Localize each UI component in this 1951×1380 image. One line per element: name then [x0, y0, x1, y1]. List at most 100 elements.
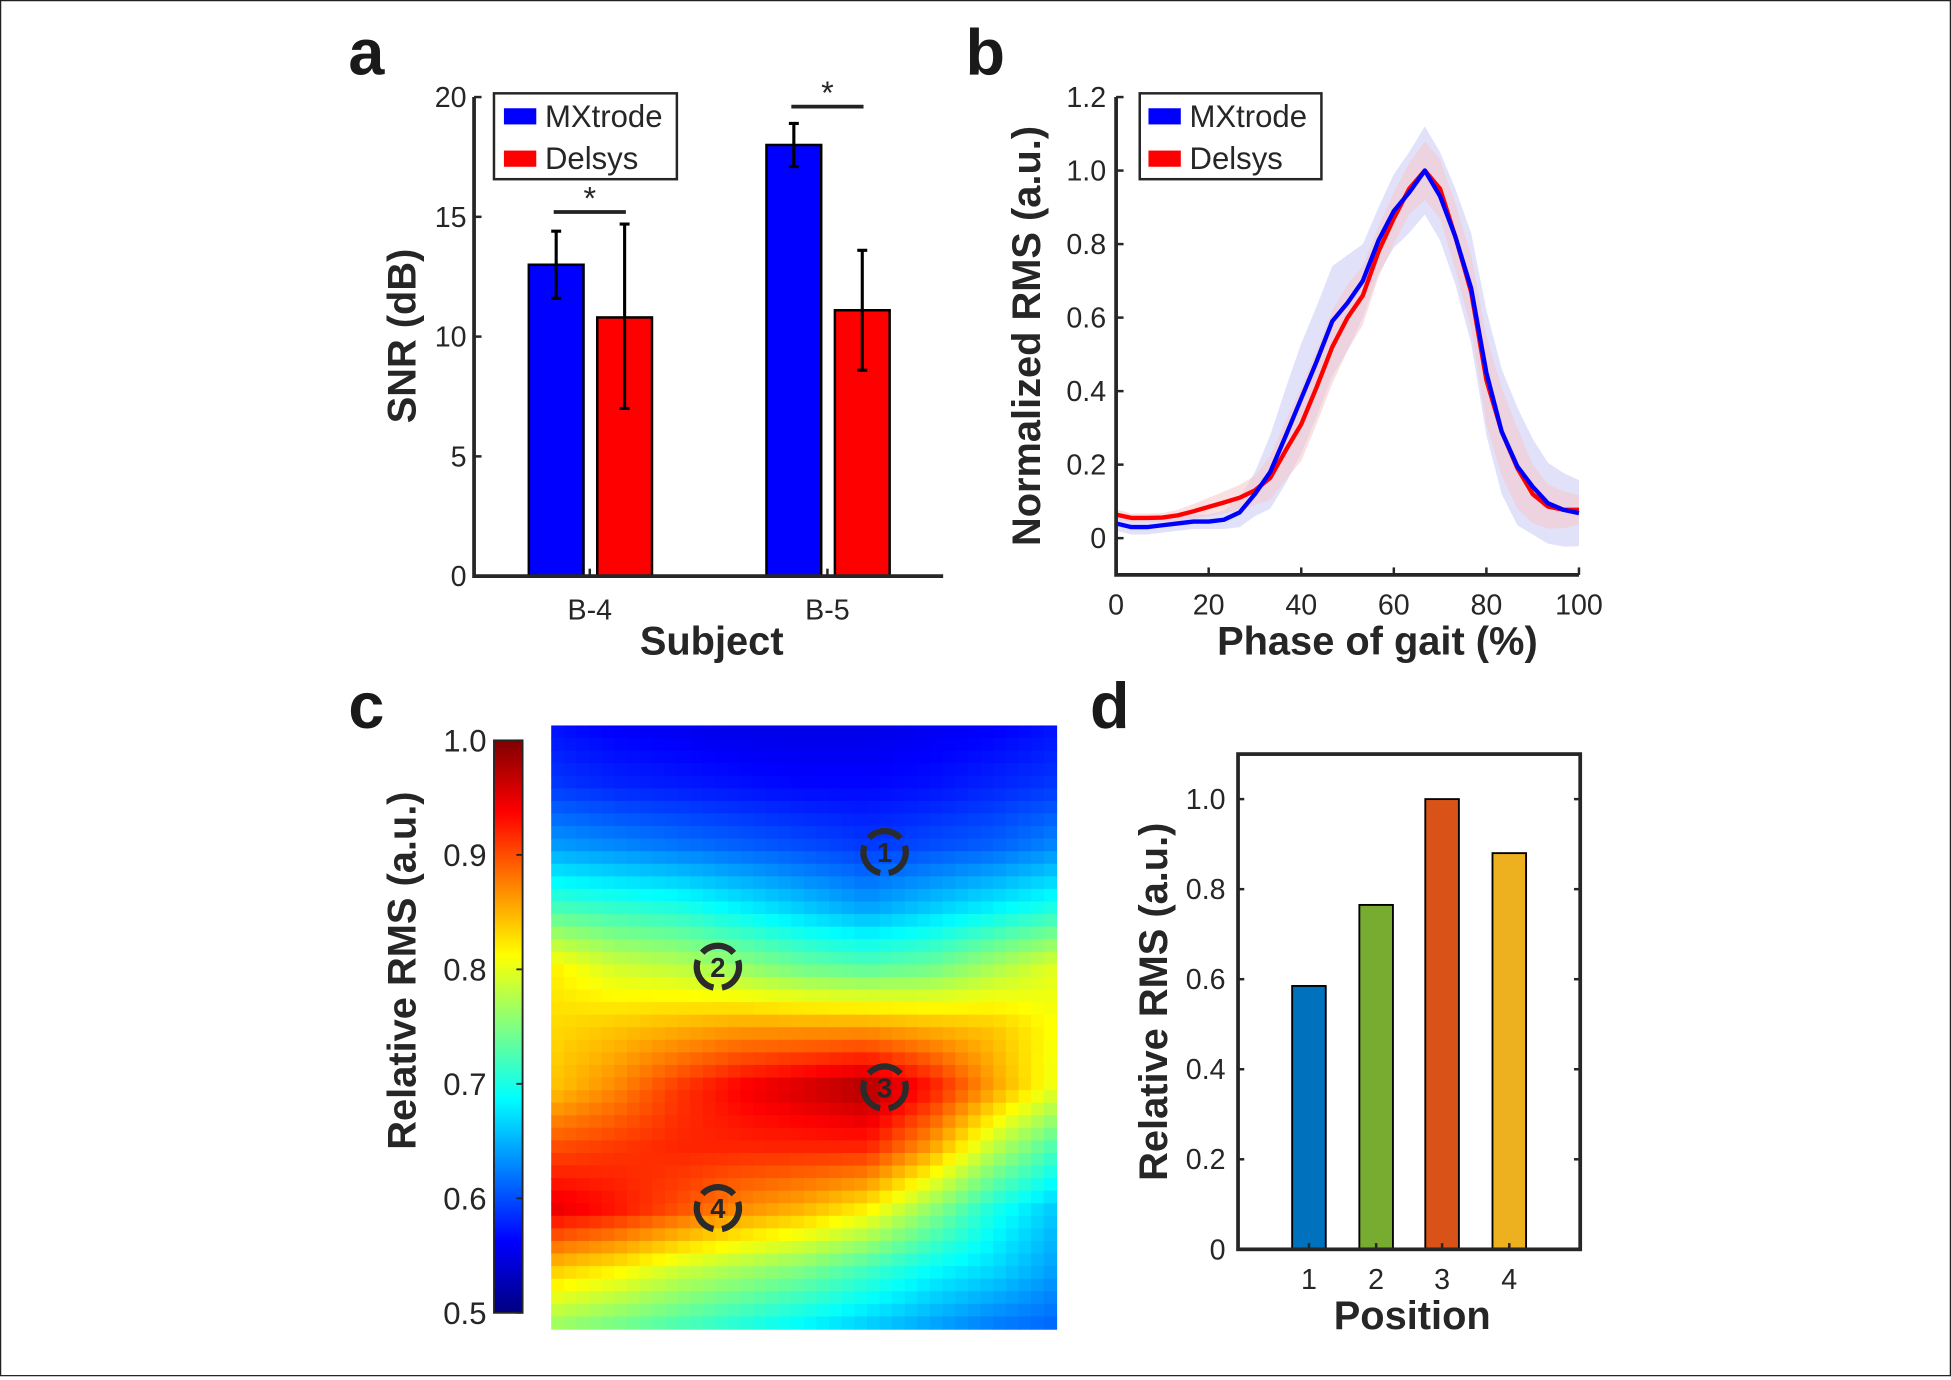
- heatmap-cell: [803, 750, 818, 764]
- x-tick-label: 4: [1501, 1264, 1517, 1296]
- heatmap-cell: [753, 901, 767, 915]
- heatmap-cell: [993, 876, 1007, 890]
- heatmap-cell: [1031, 1115, 1045, 1129]
- heatmap-cell: [942, 1203, 957, 1217]
- heatmap-cell: [778, 826, 792, 840]
- heatmap-cell: [753, 738, 767, 752]
- heatmap-cell: [639, 1190, 653, 1204]
- heatmap-cell: [563, 1090, 578, 1104]
- heatmap-cell: [866, 1228, 881, 1242]
- heatmap-cell: [702, 725, 717, 739]
- heatmap-cell: [626, 914, 641, 928]
- heatmap-cell: [753, 1178, 767, 1192]
- heatmap-cell: [614, 1266, 628, 1280]
- heatmap-cell: [1043, 1077, 1058, 1091]
- heatmap-cell: [601, 863, 616, 878]
- heatmap-cell: [740, 1316, 755, 1330]
- heatmap-cell: [841, 1077, 856, 1091]
- heatmap-cell: [967, 1102, 982, 1116]
- heatmap-cell: [576, 914, 590, 928]
- heatmap-cell: [563, 1291, 578, 1305]
- heatmap-cell: [589, 1002, 603, 1016]
- heatmap-cell: [879, 1077, 893, 1091]
- heatmap-cell: [892, 1027, 906, 1041]
- heatmap-cell: [690, 1190, 704, 1204]
- heatmap-cell: [690, 1266, 704, 1280]
- heatmap-cell: [1043, 1152, 1058, 1167]
- heatmap-cell: [816, 1165, 830, 1179]
- heatmap-cell: [892, 750, 906, 764]
- heatmap-cell: [917, 1002, 931, 1016]
- heatmap-cell: [740, 1215, 755, 1230]
- heatmap-cell: [652, 964, 666, 978]
- heatmap-cell: [601, 1115, 616, 1129]
- heatmap-cell: [563, 1002, 578, 1016]
- heatmap-cell: [1031, 1165, 1045, 1179]
- heatmap-cell: [589, 1303, 603, 1318]
- heatmap-cell: [702, 1152, 717, 1167]
- significance-star: *: [821, 75, 834, 111]
- heatmap-cell: [753, 1077, 767, 1091]
- heatmap-cell: [664, 926, 679, 940]
- heatmap-cell: [664, 851, 679, 865]
- heatmap-cell: [1043, 1316, 1058, 1330]
- heatmap-cell: [652, 725, 666, 739]
- heatmap-cell: [690, 989, 704, 1003]
- heatmap-cell: [1005, 989, 1020, 1003]
- heatmap-cell: [601, 1077, 616, 1091]
- heatmap-cell: [1043, 914, 1058, 928]
- heatmap-cell: [955, 750, 969, 764]
- heatmap-cell: [753, 1266, 767, 1280]
- heatmap-cell: [791, 725, 805, 739]
- heatmap-cell: [576, 838, 590, 852]
- heatmap-cell: [980, 1215, 994, 1230]
- heatmap-cell: [753, 1165, 767, 1179]
- heatmap-cell: [778, 838, 792, 852]
- heatmap-cell: [829, 838, 843, 852]
- heatmap-cell: [967, 939, 982, 953]
- heatmap-cell: [614, 1190, 628, 1204]
- heatmap-cell: [841, 1203, 856, 1217]
- heatmap-cell: [967, 1014, 982, 1028]
- heatmap-cell: [551, 800, 565, 815]
- heatmap-cell: [917, 964, 931, 978]
- heatmap-cell: [1031, 1215, 1045, 1230]
- heatmap-cell: [879, 1002, 893, 1016]
- heatmap-cell: [677, 1127, 691, 1142]
- heatmap-cell: [601, 989, 616, 1003]
- heatmap-cell: [829, 951, 843, 966]
- heatmap-cell: [563, 1027, 578, 1041]
- heatmap-cell: [854, 1165, 868, 1179]
- heatmap-cell: [551, 1102, 565, 1116]
- heatmap-cell: [892, 1240, 906, 1255]
- heatmap-cell: [740, 1203, 755, 1217]
- heatmap-cell: [892, 1014, 906, 1028]
- y-tick-label: 0.8: [1186, 874, 1226, 906]
- heatmap-cell: [993, 738, 1007, 752]
- heatmap-cell: [892, 1266, 906, 1280]
- heatmap-cell: [1005, 788, 1020, 802]
- heatmap-cell: [904, 725, 919, 739]
- heatmap-cell: [879, 1052, 893, 1066]
- heatmap-cell: [551, 1077, 565, 1091]
- heatmap-cell: [740, 1240, 755, 1255]
- marker-label: 3: [877, 1073, 892, 1104]
- heatmap-cell: [955, 1203, 969, 1217]
- heatmap-cell: [879, 750, 893, 764]
- heatmap-cell: [601, 1064, 616, 1079]
- heatmap-cell: [563, 738, 578, 752]
- heatmap-cell: [892, 1052, 906, 1066]
- heatmap-cell: [816, 1152, 830, 1167]
- heatmap-cell: [917, 863, 931, 878]
- heatmap-cell: [841, 1253, 856, 1267]
- heatmap-cell: [955, 939, 969, 953]
- heatmap-cell: [866, 976, 881, 991]
- heatmap-cell: [841, 1014, 856, 1028]
- heatmap-cell: [677, 1240, 691, 1255]
- heatmap-cell: [765, 1127, 780, 1142]
- heatmap-cell: [551, 989, 565, 1003]
- heatmap-cell: [664, 838, 679, 852]
- heatmap-cell: [576, 1240, 590, 1255]
- bar-position-2: [1358, 903, 1394, 1251]
- heatmap-cell: [639, 1002, 653, 1016]
